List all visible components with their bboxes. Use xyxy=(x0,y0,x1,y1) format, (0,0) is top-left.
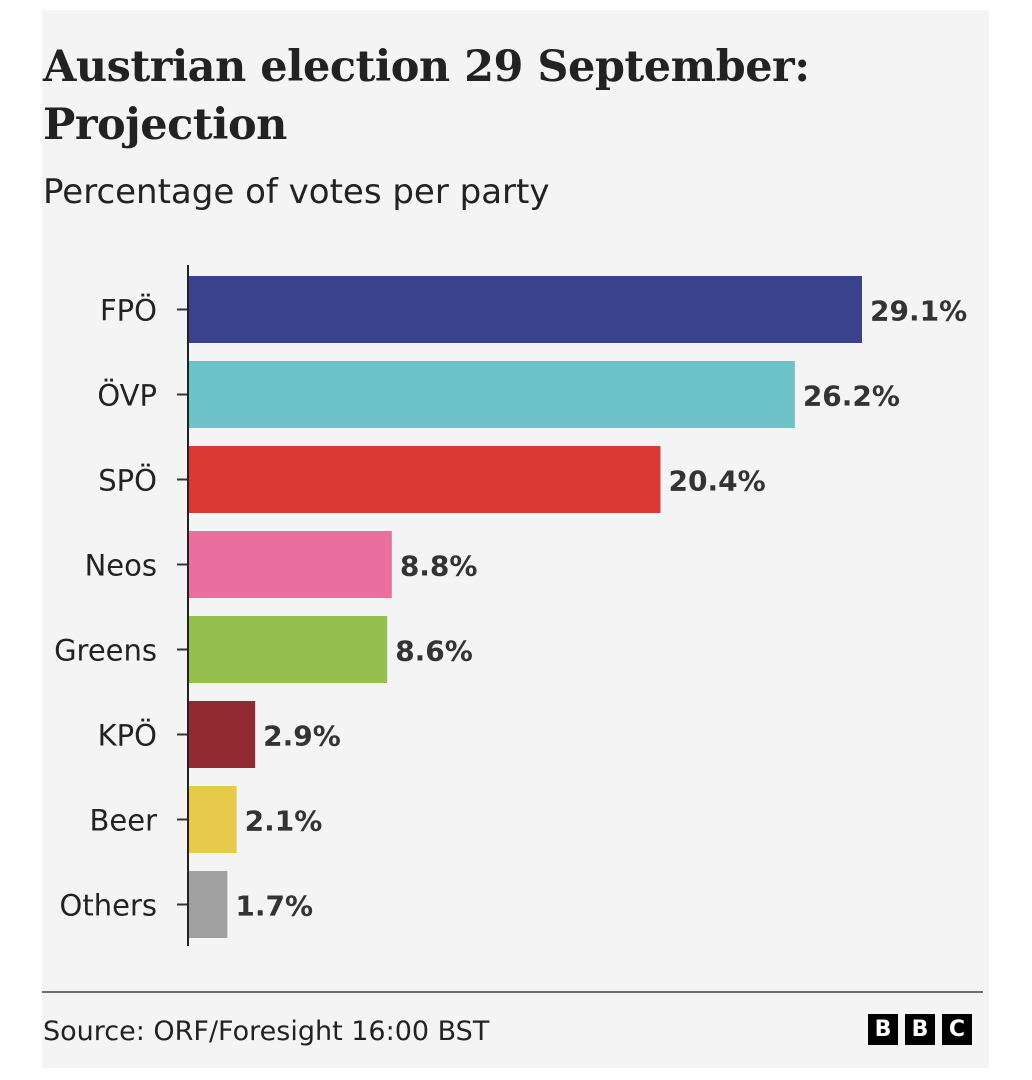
data-label: 2.9% xyxy=(263,720,341,753)
bar-0 xyxy=(188,276,862,343)
chart-subtitle: Percentage of votes per party xyxy=(43,172,550,212)
data-label: 29.1% xyxy=(870,295,967,328)
data-label: 20.4% xyxy=(668,465,765,498)
data-label: 26.2% xyxy=(803,380,900,413)
data-label: 8.6% xyxy=(395,635,473,668)
bbc-logo: B B C xyxy=(868,1014,972,1045)
bbc-logo-letter: B xyxy=(905,1014,935,1045)
category-label: Others xyxy=(60,889,157,923)
data-label: 8.8% xyxy=(400,550,478,583)
category-label: ÖVP xyxy=(97,379,157,413)
category-label: Neos xyxy=(85,549,157,583)
bar-4 xyxy=(188,616,388,683)
bar-6 xyxy=(188,786,237,853)
category-label: KPÖ xyxy=(98,719,157,753)
category-label: Greens xyxy=(54,634,157,668)
bar-2 xyxy=(188,446,661,513)
bar-5 xyxy=(188,701,256,768)
category-label: SPÖ xyxy=(98,464,157,498)
bar-7 xyxy=(188,871,228,938)
data-label: 1.7% xyxy=(235,890,313,923)
bar-3 xyxy=(188,531,392,598)
data-label: 2.1% xyxy=(245,805,323,838)
bbc-logo-letter: B xyxy=(868,1014,898,1045)
source-note: Source: ORF/Foresight 16:00 BST xyxy=(43,1016,490,1047)
bbc-logo-letter: C xyxy=(942,1014,972,1045)
bar-1 xyxy=(188,361,795,428)
category-label: Beer xyxy=(89,804,157,838)
footer-divider xyxy=(42,991,983,993)
category-label: FPÖ xyxy=(100,294,157,328)
bar-chart: FPÖ 29.1% ÖVP 26.2% SPÖ 20.4% Neos 8.8% Greens 8.… xyxy=(54,265,967,946)
chart-title: Austrian election 29 September: Projecti… xyxy=(43,42,810,150)
